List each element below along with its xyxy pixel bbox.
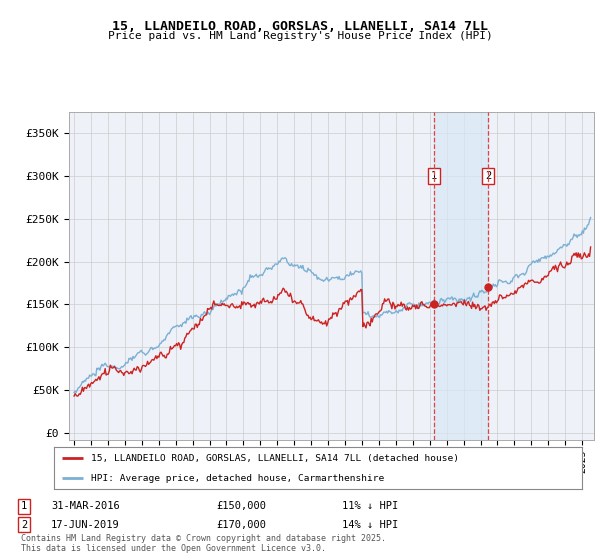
- Text: 17-JUN-2019: 17-JUN-2019: [51, 520, 120, 530]
- Text: 1: 1: [431, 171, 437, 181]
- Text: Contains HM Land Registry data © Crown copyright and database right 2025.
This d: Contains HM Land Registry data © Crown c…: [21, 534, 386, 553]
- Text: £170,000: £170,000: [216, 520, 266, 530]
- Text: 2: 2: [485, 171, 491, 181]
- Text: £150,000: £150,000: [216, 501, 266, 511]
- Text: 11% ↓ HPI: 11% ↓ HPI: [342, 501, 398, 511]
- Text: 14% ↓ HPI: 14% ↓ HPI: [342, 520, 398, 530]
- Text: 15, LLANDEILO ROAD, GORSLAS, LLANELLI, SA14 7LL (detached house): 15, LLANDEILO ROAD, GORSLAS, LLANELLI, S…: [91, 454, 459, 463]
- Bar: [434, 112, 488, 440]
- Text: 1: 1: [21, 501, 27, 511]
- Text: 2: 2: [21, 520, 27, 530]
- Text: HPI: Average price, detached house, Carmarthenshire: HPI: Average price, detached house, Carm…: [91, 474, 384, 483]
- Text: 31-MAR-2016: 31-MAR-2016: [51, 501, 120, 511]
- Text: 15, LLANDEILO ROAD, GORSLAS, LLANELLI, SA14 7LL: 15, LLANDEILO ROAD, GORSLAS, LLANELLI, S…: [112, 20, 488, 32]
- Text: Price paid vs. HM Land Registry's House Price Index (HPI): Price paid vs. HM Land Registry's House …: [107, 31, 493, 41]
